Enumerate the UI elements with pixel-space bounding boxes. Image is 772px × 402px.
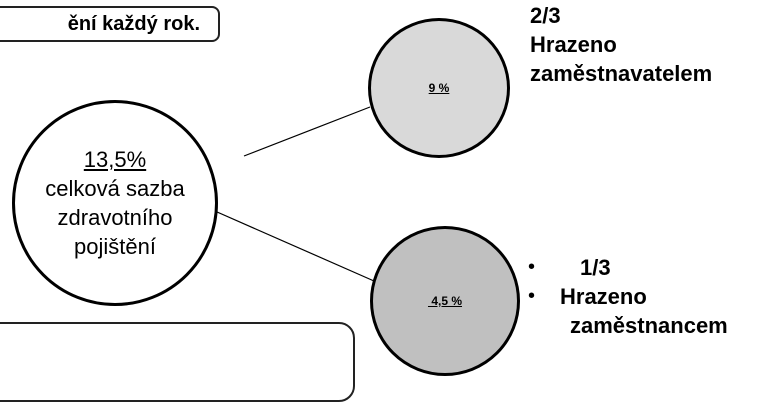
employer-share-circle: 9 % — [368, 18, 510, 158]
connector-lines — [207, 106, 375, 282]
connector-to-employer — [243, 106, 371, 157]
employee-share-circle: 4,5 % — [370, 226, 520, 376]
total-rate-label-line2: zdravotního — [57, 205, 173, 230]
employer-percent: 9 % — [428, 81, 450, 95]
top-callout-text: ění každý rok. — [67, 12, 200, 35]
connector-to-employee — [207, 207, 375, 282]
total-rate-value: 13,5% — [83, 147, 147, 172]
employee-percent: 4,5 % — [427, 294, 463, 308]
bullet-icon: • — [528, 256, 536, 278]
employer-label-line1: Hrazeno — [530, 32, 617, 57]
employer-share-label: 2/3 Hrazeno zaměstnavatelem — [530, 1, 712, 88]
employee-share-label: • 1/3 • Hrazeno zaměstnancem — [528, 253, 728, 340]
employer-label-line2: zaměstnavatelem — [530, 61, 713, 86]
top-callout-box: ění každý rok. — [0, 6, 220, 42]
total-rate-label-line1: celková sazba — [45, 176, 185, 201]
employee-label-line2: zaměstnancem — [570, 313, 728, 338]
bullet-icon: • — [528, 285, 536, 307]
employee-fraction: 1/3 — [580, 255, 611, 280]
employee-label-line1: Hrazeno — [560, 284, 647, 309]
employee-fraction-row: • 1/3 — [528, 253, 728, 282]
employer-fraction: 2/3 — [530, 3, 561, 28]
total-rate-circle: 13,5% celková sazba zdravotního pojištěn… — [12, 100, 218, 306]
total-rate-label-line3: pojištění — [74, 234, 156, 259]
employee-label-row: • Hrazeno — [528, 282, 728, 311]
